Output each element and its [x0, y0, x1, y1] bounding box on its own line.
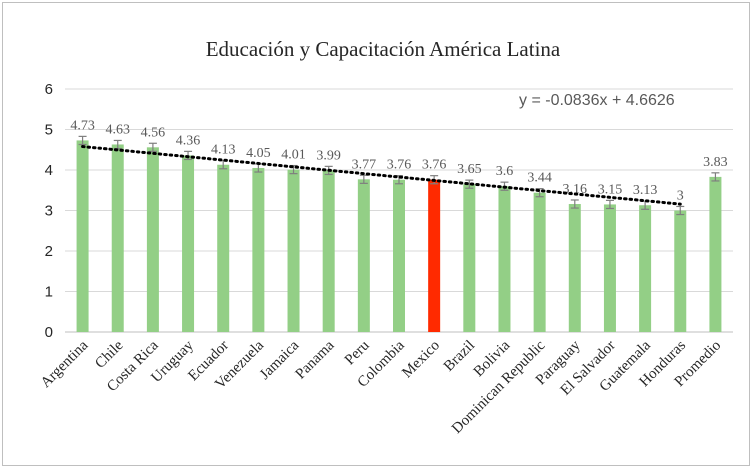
y-tick-label: 6 — [45, 81, 53, 98]
bar-chart: Educación y Capacitación América Latina … — [38, 37, 733, 437]
bar — [498, 186, 511, 332]
x-tick-label: Mexico — [399, 338, 443, 382]
data-label: 3.65 — [457, 162, 482, 177]
data-label: 4.05 — [246, 146, 271, 161]
data-label: 4.73 — [70, 118, 95, 133]
bar — [463, 184, 476, 332]
y-tick-label: 5 — [45, 122, 53, 139]
bar — [182, 155, 195, 332]
data-label: 3.6 — [496, 164, 514, 179]
bar — [639, 205, 652, 332]
bar — [357, 179, 370, 332]
bar — [674, 210, 687, 332]
bar — [428, 179, 441, 332]
bar — [111, 144, 124, 332]
y-tick-label: 3 — [45, 203, 53, 220]
bar — [146, 147, 159, 332]
bar — [76, 140, 89, 332]
data-label: 3.13 — [633, 183, 658, 198]
data-label: 4.63 — [105, 122, 130, 137]
x-tick-label: Argentina — [38, 337, 92, 391]
bar — [252, 167, 265, 332]
bar — [568, 204, 581, 332]
data-label: 3.76 — [387, 158, 412, 173]
data-label: 4.56 — [141, 125, 166, 140]
data-label: 3.76 — [422, 158, 447, 173]
bar — [709, 176, 722, 332]
bar — [603, 204, 616, 332]
data-label: 4.36 — [176, 133, 201, 148]
bar — [287, 169, 300, 332]
bar — [533, 192, 546, 332]
data-label: 4.01 — [281, 148, 306, 163]
y-axis: 0 1 2 3 4 5 6 — [45, 81, 53, 341]
data-label: 3.83 — [703, 155, 728, 170]
x-tick-label: Jamaica — [257, 337, 303, 383]
x-tick-label: Panama — [293, 337, 338, 382]
bars — [76, 140, 722, 332]
data-label: 3.77 — [352, 157, 377, 172]
y-tick-label: 0 — [45, 324, 53, 341]
trendline — [81, 145, 682, 206]
trendline-equation: y = -0.0836x + 4.6626 — [519, 92, 675, 109]
chart-title: Educación y Capacitación América Latina — [206, 37, 561, 61]
data-label: 3.99 — [316, 148, 341, 163]
data-label: 3.15 — [598, 182, 623, 197]
data-label: 3 — [677, 188, 684, 203]
data-label: 4.13 — [211, 143, 236, 158]
bar — [393, 179, 405, 332]
y-tick-label: 1 — [45, 284, 53, 301]
x-tick-label: Peru — [342, 337, 373, 368]
bar — [322, 170, 335, 332]
data-label: 3.44 — [527, 171, 552, 186]
y-tick-label: 2 — [45, 243, 53, 260]
y-tick-label: 4 — [45, 162, 53, 179]
bar — [217, 164, 230, 332]
